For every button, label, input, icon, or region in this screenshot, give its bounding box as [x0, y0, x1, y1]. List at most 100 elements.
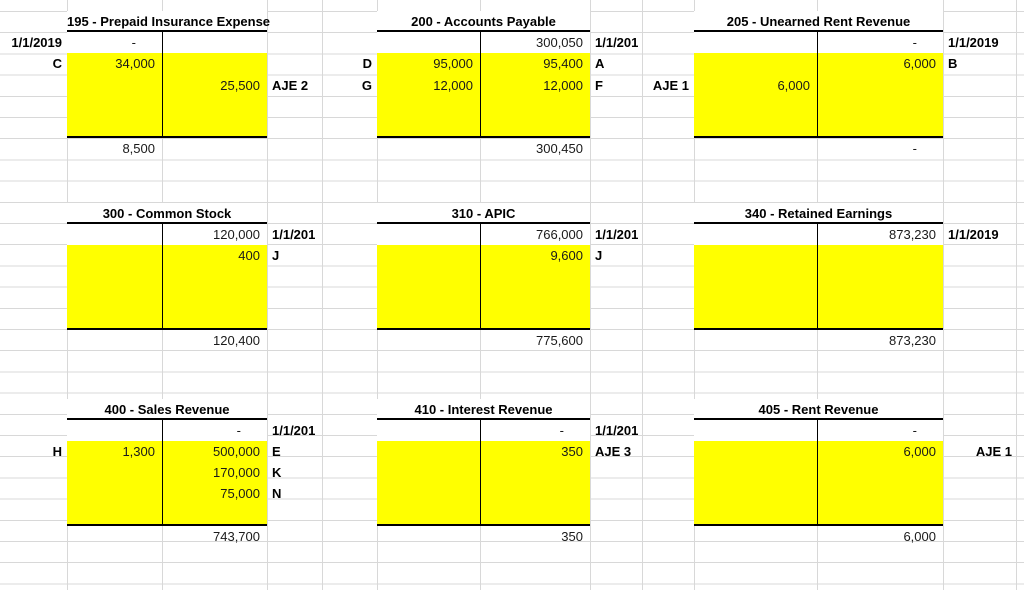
- row-label-right-cell[interactable]: [943, 526, 1016, 547]
- account-title-cell[interactable]: 200 - Accounts Payable: [377, 11, 590, 33]
- debit-cell[interactable]: [377, 462, 480, 484]
- credit-cell[interactable]: [480, 308, 590, 330]
- credit-cell[interactable]: [817, 95, 943, 117]
- row-label-left-cell[interactable]: [642, 441, 694, 462]
- row-label-right-cell[interactable]: [590, 96, 642, 117]
- row-label-right-cell[interactable]: [267, 117, 322, 138]
- debit-cell[interactable]: [377, 223, 480, 245]
- credit-cell[interactable]: -: [480, 419, 590, 441]
- row-label-right-cell[interactable]: [267, 504, 322, 525]
- row-label-left-cell[interactable]: [642, 483, 694, 504]
- credit-cell[interactable]: 9,600: [480, 244, 590, 267]
- row-label-right-cell[interactable]: [943, 462, 1016, 483]
- credit-cell[interactable]: [162, 504, 267, 526]
- credit-cell[interactable]: -: [162, 419, 267, 441]
- debit-cell[interactable]: [67, 223, 162, 245]
- row-label-left-cell[interactable]: [322, 308, 377, 329]
- credit-cell[interactable]: -: [817, 32, 943, 54]
- row-label-right-cell[interactable]: [267, 138, 322, 159]
- row-label-right-cell[interactable]: A: [595, 56, 605, 72]
- debit-cell[interactable]: [67, 504, 162, 526]
- row-label-left-cell[interactable]: [642, 526, 694, 547]
- row-label-left-cell[interactable]: [642, 224, 694, 245]
- total-debit-cell[interactable]: 8,500: [122, 141, 155, 157]
- credit-cell[interactable]: [162, 116, 267, 139]
- row-label-left-cell[interactable]: [642, 96, 694, 117]
- row-label-right-cell[interactable]: 1/1/201: [272, 226, 316, 242]
- row-label-left-cell[interactable]: [642, 287, 694, 308]
- debit-cell[interactable]: [694, 223, 817, 245]
- row-label-right-cell[interactable]: [943, 287, 1016, 308]
- row-label-right-cell[interactable]: AJE 1: [975, 443, 1012, 459]
- row-label-left-cell[interactable]: [642, 32, 694, 53]
- row-label-left-cell[interactable]: [322, 462, 377, 483]
- debit-cell[interactable]: [694, 95, 817, 117]
- row-label-left-cell[interactable]: [322, 32, 377, 53]
- debit-cell[interactable]: [694, 504, 817, 526]
- debit-cell[interactable]: [377, 287, 480, 309]
- credit-cell[interactable]: 12,000: [480, 74, 590, 96]
- account-title-cell[interactable]: 205 - Unearned Rent Revenue: [694, 11, 943, 33]
- row-label-left-cell[interactable]: [0, 462, 67, 483]
- total-credit-cell[interactable]: [162, 138, 267, 159]
- debit-cell[interactable]: [67, 266, 162, 288]
- row-label-right-cell[interactable]: [943, 117, 1016, 138]
- row-label-left-cell[interactable]: [642, 504, 694, 525]
- row-label-right-cell[interactable]: [943, 504, 1016, 525]
- row-label-left-cell[interactable]: [322, 117, 377, 138]
- row-label-left-cell[interactable]: G: [361, 77, 372, 93]
- debit-cell[interactable]: [694, 308, 817, 330]
- credit-cell[interactable]: 25,500: [162, 74, 267, 96]
- debit-cell[interactable]: [67, 287, 162, 309]
- total-credit-cell[interactable]: 775,600: [536, 332, 583, 348]
- row-label-left-cell[interactable]: [642, 330, 694, 351]
- debit-cell[interactable]: [67, 116, 162, 139]
- row-label-right-cell[interactable]: F: [595, 77, 603, 93]
- debit-cell[interactable]: [377, 419, 480, 441]
- row-label-left-cell[interactable]: [322, 245, 377, 266]
- debit-cell[interactable]: [67, 483, 162, 505]
- total-credit-cell[interactable]: -: [912, 141, 917, 157]
- row-label-right-cell[interactable]: [590, 483, 642, 504]
- row-label-right-cell[interactable]: [943, 138, 1016, 159]
- row-label-left-cell[interactable]: [642, 308, 694, 329]
- row-label-left-cell[interactable]: C: [52, 56, 62, 72]
- debit-cell[interactable]: 1,300: [67, 440, 162, 463]
- debit-cell[interactable]: [67, 74, 162, 96]
- row-label-left-cell[interactable]: [322, 504, 377, 525]
- row-label-right-cell[interactable]: 1/1/2019: [948, 226, 999, 242]
- credit-cell[interactable]: 350: [480, 440, 590, 463]
- debit-cell[interactable]: [377, 244, 480, 267]
- row-label-left-cell[interactable]: [0, 75, 67, 96]
- row-label-left-cell[interactable]: [642, 138, 694, 159]
- row-label-right-cell[interactable]: [267, 266, 322, 287]
- row-label-left-cell[interactable]: [0, 420, 67, 441]
- credit-cell[interactable]: [162, 95, 267, 117]
- row-label-right-cell[interactable]: [943, 420, 1016, 441]
- row-label-right-cell[interactable]: K: [272, 465, 282, 481]
- credit-cell[interactable]: 170,000: [162, 462, 267, 484]
- row-label-left-cell[interactable]: [642, 117, 694, 138]
- debit-cell[interactable]: [694, 53, 817, 75]
- row-label-right-cell[interactable]: [267, 96, 322, 117]
- row-label-left-cell[interactable]: [322, 330, 377, 351]
- row-label-left-cell[interactable]: [322, 526, 377, 547]
- credit-cell[interactable]: 873,230: [817, 223, 943, 245]
- account-title-cell[interactable]: 400 - Sales Revenue: [67, 398, 267, 420]
- row-label-right-cell[interactable]: [590, 138, 642, 159]
- row-label-right-cell[interactable]: 1/1/2019: [948, 35, 999, 51]
- row-label-right-cell[interactable]: [267, 53, 322, 74]
- total-debit-cell[interactable]: [67, 330, 162, 351]
- credit-cell[interactable]: [480, 287, 590, 309]
- row-label-right-cell[interactable]: [590, 266, 642, 287]
- total-debit-cell[interactable]: [377, 138, 480, 159]
- row-label-right-cell[interactable]: [943, 308, 1016, 329]
- credit-cell[interactable]: [162, 287, 267, 309]
- total-credit-cell[interactable]: 120,400: [213, 332, 260, 348]
- row-label-left-cell[interactable]: [642, 53, 694, 74]
- debit-cell[interactable]: [377, 266, 480, 288]
- debit-cell[interactable]: 6,000: [694, 74, 817, 96]
- credit-cell[interactable]: 120,000: [162, 223, 267, 245]
- credit-cell[interactable]: [817, 462, 943, 484]
- debit-cell[interactable]: [377, 440, 480, 463]
